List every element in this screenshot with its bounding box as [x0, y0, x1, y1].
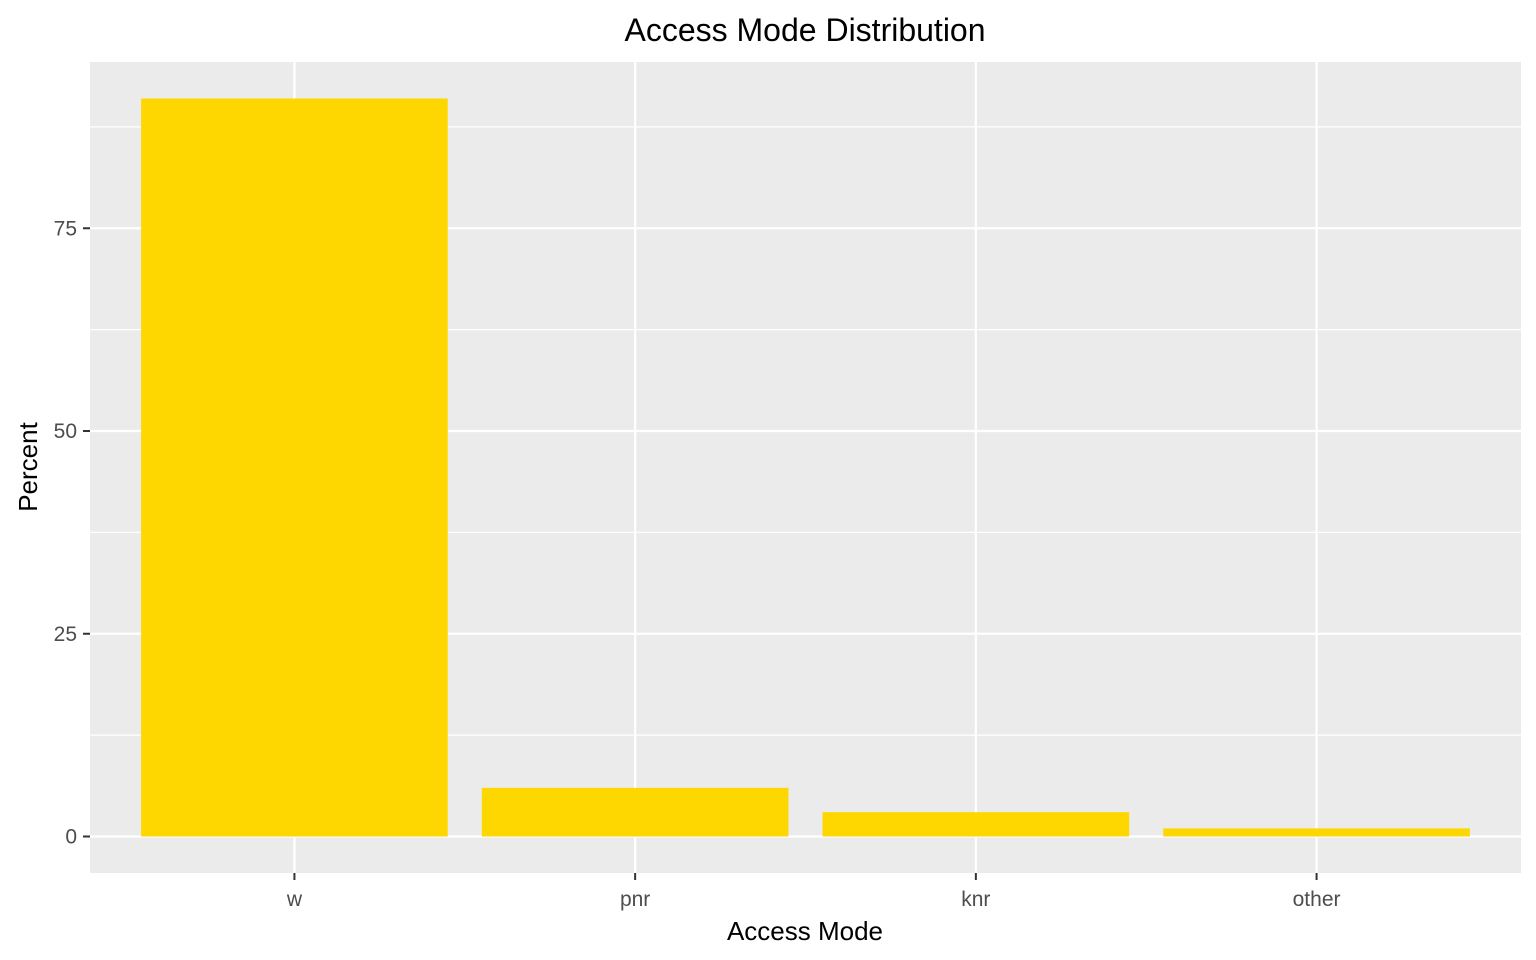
bar-other	[1163, 828, 1470, 837]
bar-w	[141, 98, 448, 837]
y-axis-title: Percent	[13, 421, 43, 511]
y-tick-label: 50	[54, 420, 77, 443]
plot-area: 0 25 50 75 w pnr knr other	[54, 62, 1521, 911]
bar-knr	[822, 812, 1130, 837]
x-axis-title: Access Mode	[727, 916, 883, 946]
y-tick-label: 0	[65, 826, 77, 849]
bar-pnr	[481, 787, 789, 837]
x-tick-label: pnr	[620, 888, 650, 911]
x-tick-label: knr	[961, 888, 990, 911]
y-tick-label: 75	[54, 217, 77, 240]
chart-title: Access Mode Distribution	[624, 12, 985, 48]
x-tick-label: w	[286, 888, 303, 911]
y-tick-label: 25	[54, 623, 77, 646]
x-tick-label: other	[1293, 888, 1341, 911]
